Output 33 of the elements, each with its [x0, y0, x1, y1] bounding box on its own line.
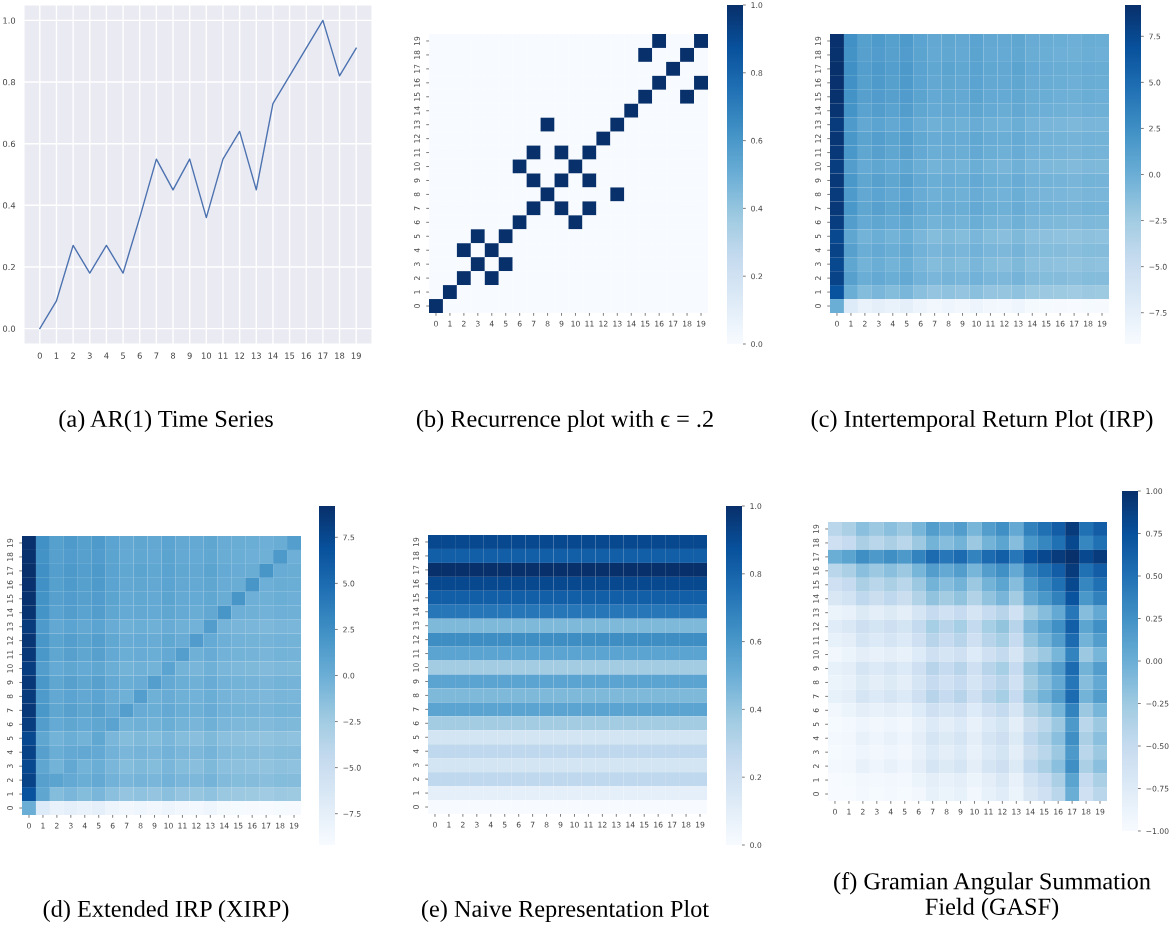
x-tick-label: 14	[268, 352, 278, 359]
y-tick-label: 0.4	[2, 202, 16, 209]
x-tick-label: 6	[137, 352, 142, 359]
x-tick-label: 4	[104, 352, 109, 359]
x-tick-label: 10	[201, 352, 212, 359]
x-tick-label: 2	[71, 352, 75, 359]
x-tick-label: 5	[121, 352, 125, 359]
y-tick-label: 0.8	[2, 79, 16, 86]
x-tick-label: 0	[37, 352, 42, 359]
x-tick-label: 7	[154, 352, 159, 359]
text: (a) AR(1) Time Series	[59, 409, 273, 433]
x-tick-label: 9	[187, 352, 192, 359]
x-tick-label: 18	[335, 352, 345, 359]
x-tick-label: 16	[301, 352, 312, 359]
text: (e) Naive Representation Plot	[421, 899, 709, 923]
x-tick-label: 8	[170, 352, 176, 359]
x-tick-label: 11	[218, 352, 228, 359]
x-tick-label: 12	[235, 352, 245, 359]
x-tick-label: 17	[318, 352, 328, 359]
x-tick-label: 1	[54, 352, 59, 359]
text: (d) Extended IRP (XIRP)	[43, 899, 289, 923]
y-tick-label: 0.2	[2, 263, 15, 271]
text: (b) Recurrence plot with ϵ = .2	[416, 409, 713, 433]
line-series	[39, 19, 357, 330]
x-tick-label: 19	[351, 352, 361, 359]
y-tick-label: 0.6	[2, 140, 16, 147]
text: (c) Intertemporal Return Plot (IRP)	[811, 409, 1153, 433]
x-tick-label: 13	[251, 352, 261, 359]
x-tick-label: 15	[285, 352, 295, 359]
text: (f) Gramian Angular Summation Field (GASF)	[834, 872, 1151, 920]
y-tick-label: 1.0	[3, 17, 16, 24]
y-tick-label: 0.0	[2, 325, 16, 332]
x-tick-label: 3	[87, 352, 92, 359]
